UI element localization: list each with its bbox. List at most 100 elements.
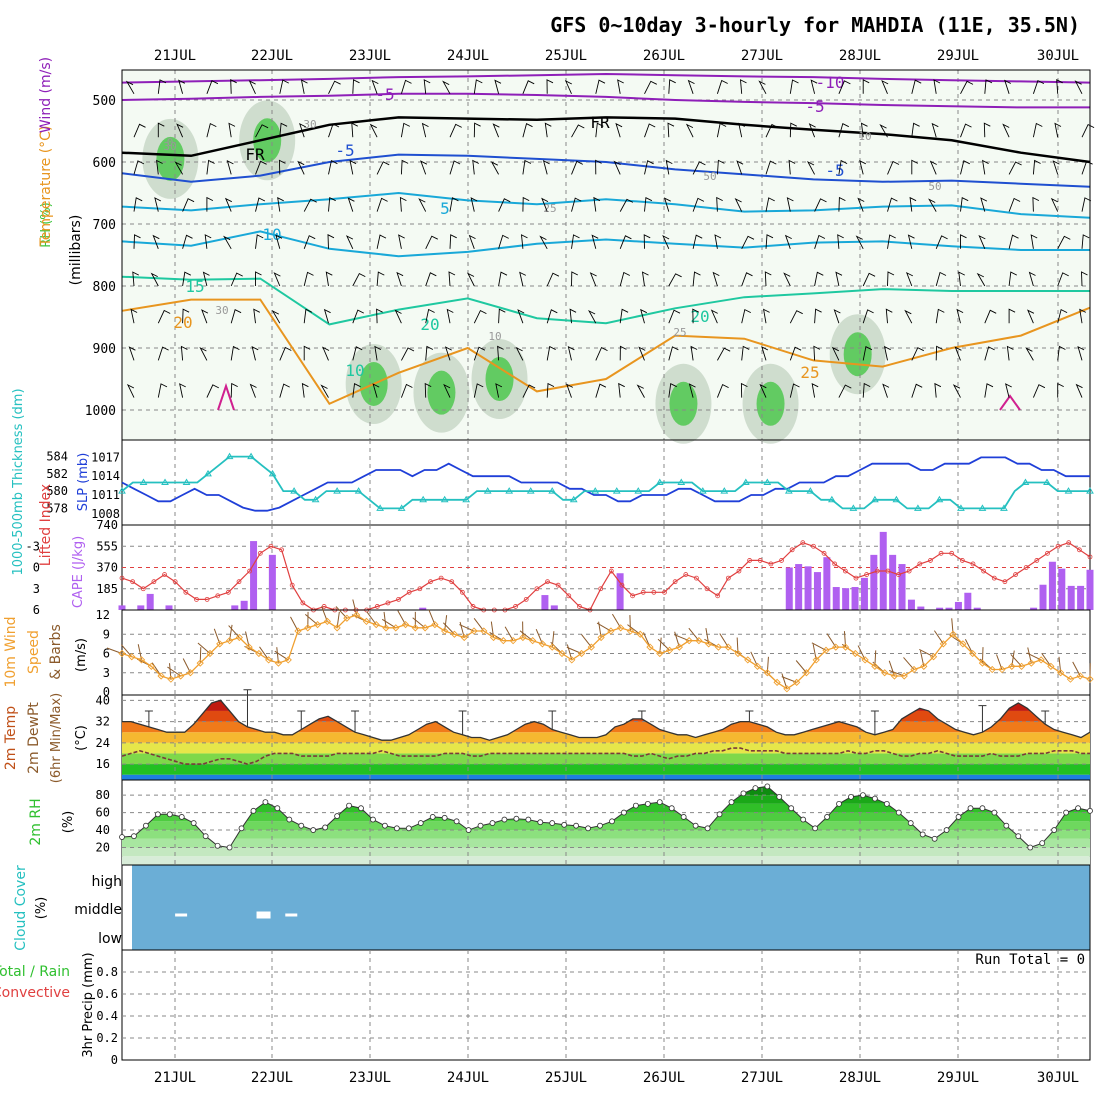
li-marker: [704, 586, 710, 592]
wind-barb: [157, 346, 169, 361]
wind-barb: [716, 383, 729, 398]
wind10m-marker: [783, 685, 791, 693]
wind-barb: [1057, 308, 1068, 324]
li-marker: [470, 604, 476, 609]
wind-barb: [636, 384, 645, 398]
wind-barb: [448, 271, 456, 287]
wind-barb: [230, 272, 243, 287]
rh2m-marker: [561, 821, 568, 828]
wind10m-marker: [177, 672, 185, 680]
thickness-marker: [118, 487, 126, 494]
wind-barb: [126, 384, 135, 398]
thickness-marker: [849, 504, 858, 511]
rh2m-marker: [1015, 833, 1022, 840]
rh2m-band: [122, 856, 1090, 865]
li-marker: [853, 575, 859, 581]
wind-barb: [838, 123, 850, 138]
contour-label: -5: [825, 161, 844, 180]
wind-barb: [327, 234, 335, 249]
wind-barb: [1081, 271, 1088, 287]
li-marker: [938, 550, 944, 556]
wind-barb: [226, 160, 234, 175]
wind-barb: [255, 160, 267, 175]
wind-barb: [668, 309, 681, 324]
wind10m-marker: [685, 637, 693, 645]
wind-barb: [783, 272, 791, 287]
rh2m-marker: [907, 820, 914, 826]
contour-label: 50: [928, 180, 941, 193]
wind-barb: [400, 159, 409, 175]
wind-barb: [1057, 382, 1064, 398]
temp2m-minmax-bar: [1041, 710, 1050, 725]
li-marker: [991, 575, 997, 581]
li-marker: [513, 604, 518, 609]
rh2m-marker: [621, 809, 627, 816]
rh2m-marker: [680, 814, 687, 820]
wind-barb: [425, 235, 439, 249]
thickness-marker: [526, 487, 535, 494]
wind-barb: [838, 384, 852, 398]
thickness-marker: [376, 504, 385, 511]
li-marker: [917, 561, 923, 567]
wind-barb: [303, 235, 316, 249]
rh2m-marker: [728, 799, 735, 805]
wind-barb: [539, 235, 548, 250]
wind-barb: [1081, 234, 1090, 249]
li-marker: [842, 568, 848, 574]
rh2m-band: [122, 838, 1090, 848]
wind10m-marker: [509, 637, 517, 645]
wind-barb: [468, 234, 476, 249]
li-marker: [1013, 572, 1018, 577]
wind-barb: [692, 161, 706, 175]
wind-barb: [230, 309, 242, 324]
isotherm-line: [121, 191, 1091, 219]
li-marker: [236, 579, 242, 585]
li-ytick-label: 6: [33, 603, 40, 617]
wind-barb: [425, 308, 435, 324]
wind-barb: [423, 79, 431, 94]
wind-barb: [323, 308, 331, 324]
wind-barb: [376, 197, 388, 212]
cloud-cover-ylabel-unit: (%): [34, 897, 49, 920]
wind10m-marker: [744, 656, 752, 664]
wind-barb: [546, 309, 558, 324]
li-ytick-label: 3: [33, 582, 40, 596]
wind-barb: [934, 382, 942, 398]
wind10m-marker: [304, 624, 312, 632]
wind-barb: [692, 197, 705, 212]
wind-barb: [542, 160, 550, 175]
wind-barb: [862, 272, 876, 287]
thickness-marker: [462, 495, 471, 503]
cape-bar: [860, 577, 868, 610]
wind-barb: [564, 80, 573, 94]
wind-barb: [887, 234, 896, 249]
wind-barb: [372, 383, 380, 398]
precip-ylabel-total: Total / Rain: [0, 964, 70, 980]
thickness-marker: [1043, 478, 1051, 485]
thickness-marker: [182, 478, 191, 485]
wind-barb: [1075, 383, 1083, 398]
thickness-marker: [827, 495, 836, 503]
wind-barb: [710, 309, 718, 324]
rh2m-marker: [477, 822, 484, 829]
wind-barb: [248, 80, 256, 94]
wind-barb: [299, 123, 307, 138]
li-marker: [630, 593, 635, 599]
wind10m-marker: [274, 659, 283, 667]
thickness-marker: [483, 487, 492, 494]
contour-label: 25: [800, 363, 819, 382]
wind-barb: [663, 197, 671, 212]
thickness-marker: [612, 487, 621, 494]
li-ylabel: Lifted Index: [38, 484, 54, 566]
rh2m-marker: [788, 805, 795, 812]
rh2m-marker: [166, 811, 173, 818]
rh-blob-core: [427, 370, 456, 415]
li-marker: [279, 547, 284, 553]
wind-barb: [425, 272, 437, 287]
cape-ylabel: CAPE (J/kg): [71, 536, 86, 608]
wind-barb: [271, 310, 281, 324]
wind-barb: [618, 382, 625, 398]
li-marker: [555, 582, 561, 588]
wind-barb: [811, 382, 819, 398]
wind-barb: [498, 271, 508, 287]
